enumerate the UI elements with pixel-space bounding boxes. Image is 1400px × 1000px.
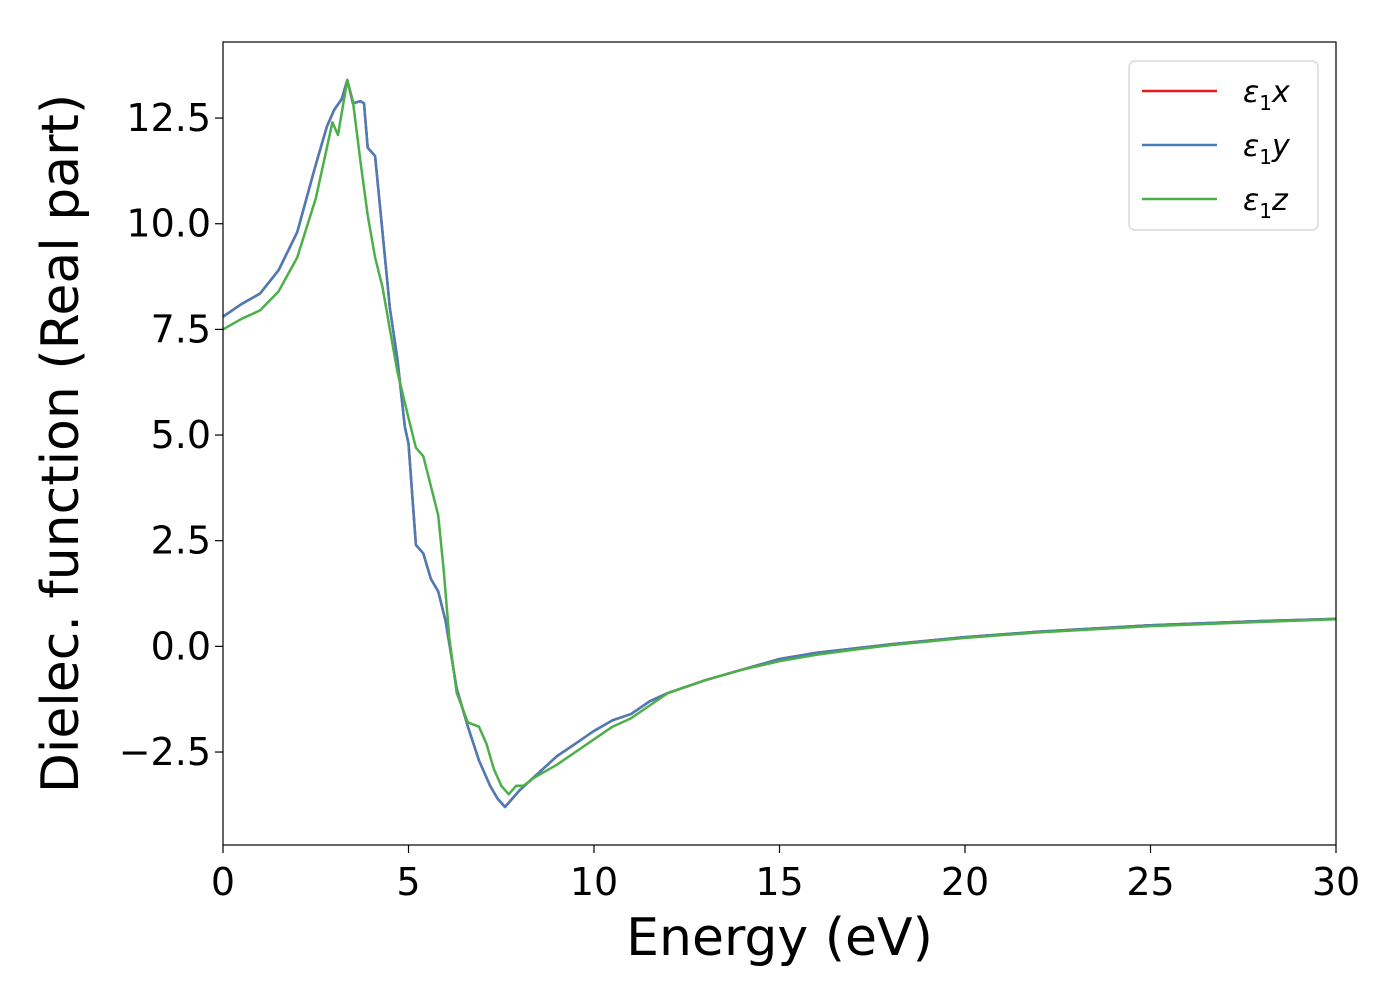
legend-subscript: 1 xyxy=(1259,145,1272,169)
x-tick-label: 5 xyxy=(396,860,420,904)
legend-box xyxy=(1128,60,1319,231)
y-tick-label: 10.0 xyxy=(126,202,211,246)
legend-symbol: ε xyxy=(1243,183,1259,218)
legend-symbol: ε xyxy=(1243,129,1259,164)
y-tick-label: 2.5 xyxy=(151,519,211,563)
legend-label-z: ε1z xyxy=(1243,183,1289,223)
x-axis: 0 5 10 15 20 25 30 xyxy=(211,845,1360,904)
legend-label-y: ε1y xyxy=(1243,129,1291,169)
x-tick-label: 15 xyxy=(755,860,803,904)
series-line-z xyxy=(222,78,1337,796)
legend-label-x: ε1x xyxy=(1243,75,1290,115)
series-lines xyxy=(222,78,1337,809)
x-tick-label: 20 xyxy=(941,860,989,904)
y-axis-label: Dielec. function (Real part) xyxy=(31,94,91,793)
y-tick-label: 12.5 xyxy=(126,96,211,140)
y-tick-label: 7.5 xyxy=(151,307,211,351)
x-tick-label: 0 xyxy=(211,860,235,904)
legend-subscript: 1 xyxy=(1259,199,1272,223)
legend-symbol: ε xyxy=(1243,75,1259,110)
legend-variable: z xyxy=(1271,183,1289,218)
y-tick-label: −2.5 xyxy=(119,730,211,774)
y-tick-label: 5.0 xyxy=(151,413,211,457)
x-tick-label: 25 xyxy=(1126,860,1174,904)
x-tick-label: 30 xyxy=(1312,860,1360,904)
legend-variable: x xyxy=(1271,75,1290,110)
legend-subscript: 1 xyxy=(1259,91,1272,115)
x-axis-label: Energy (eV) xyxy=(626,908,933,968)
y-tick-label: 0.0 xyxy=(151,624,211,668)
legend-variable: y xyxy=(1271,129,1291,164)
x-tick-label: 10 xyxy=(570,860,618,904)
y-axis: −2.5 0.0 2.5 5.0 7.5 10.0 12.5 xyxy=(119,96,223,774)
